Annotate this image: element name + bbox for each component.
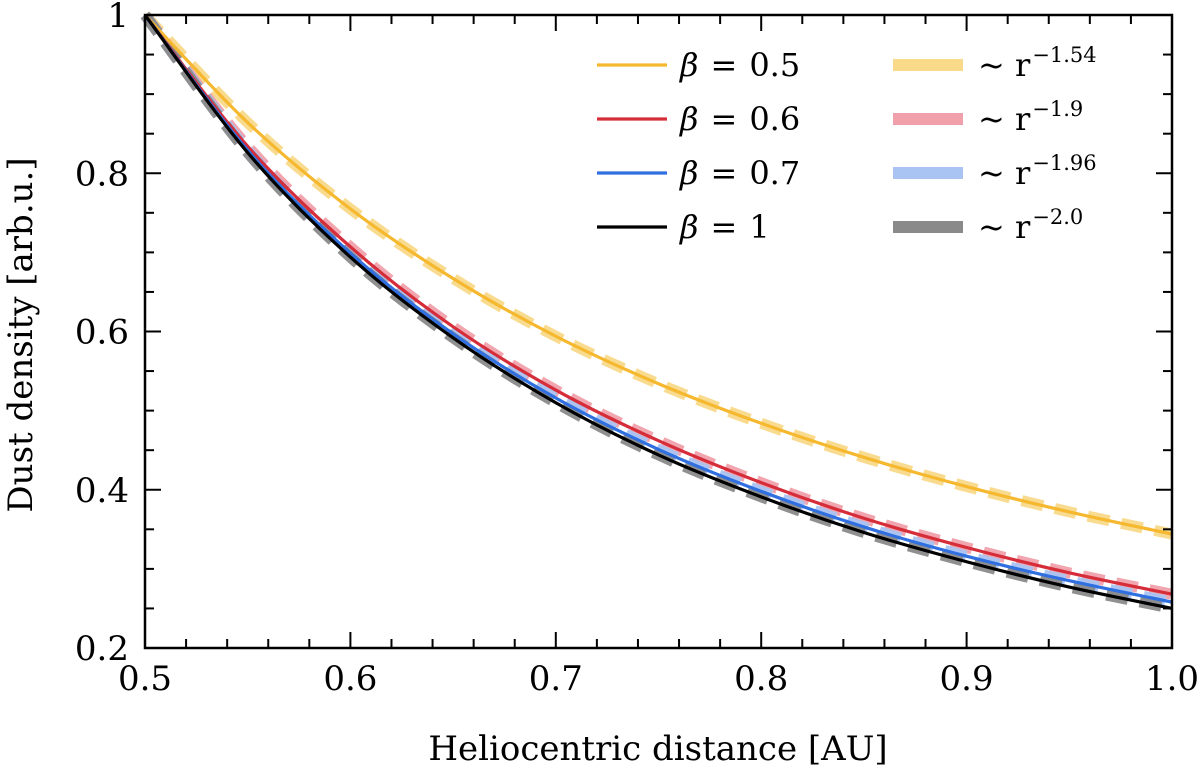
legend-item-4: ~ r−1.54 <box>893 43 1097 84</box>
series-line-0 <box>143 13 1173 536</box>
legend-item-3: β = 1 <box>597 208 770 246</box>
legend-label: ~ r−1.9 <box>978 97 1083 138</box>
x-tick-label: 0.6 <box>323 659 377 699</box>
y-tick-label: 0.2 <box>75 629 129 669</box>
legend-item-6: ~ r−1.96 <box>893 151 1097 192</box>
legend-label: β = 0.6 <box>679 100 800 138</box>
legend-label: ~ r−1.54 <box>978 43 1097 84</box>
legend-label: ~ r−1.96 <box>978 151 1097 192</box>
axes-layer: 0.5 0.6 0.7 0.8 0.9 1.0 0.2 0.4 0.6 0.8 1 <box>75 0 1199 699</box>
x-tick-label: 1.0 <box>1145 659 1199 699</box>
legend-item-2: β = 0.7 <box>597 154 800 192</box>
legend-item-5: ~ r−1.9 <box>893 97 1083 138</box>
legend-item-1: β = 0.6 <box>597 100 800 138</box>
legend: β = 0.5 β = 0.6 β = 0.7 β = 1 ~ r−1.54 ~ r−1.9 ~ r−1.9… <box>597 43 1097 246</box>
y-axis-title: Dust density [arb.u.] <box>1 157 41 512</box>
x-tick-label: 0.9 <box>940 659 994 699</box>
legend-label: β = 0.7 <box>679 154 800 192</box>
y-tick-label: 0.4 <box>75 471 129 511</box>
y-tick-label: 1 <box>107 0 129 36</box>
series-layer <box>140 11 1174 614</box>
x-tick-label: 0.5 <box>118 659 172 699</box>
series-line-1 <box>143 14 1173 596</box>
x-tick-label: 0.7 <box>529 659 583 699</box>
series-line-2 <box>143 14 1173 604</box>
legend-item-0: β = 0.5 <box>597 46 800 84</box>
legend-label: ~ r−2.0 <box>978 205 1083 246</box>
x-tick-label: 0.8 <box>734 659 788 699</box>
y-tick-label: 0.6 <box>75 313 129 353</box>
y-tick-label: 0.8 <box>75 154 129 194</box>
series-line-3 <box>143 14 1173 611</box>
legend-label: β = 1 <box>679 208 770 246</box>
legend-item-7: ~ r−2.0 <box>893 205 1083 246</box>
legend-label: β = 0.5 <box>679 46 800 84</box>
x-axis-title: Heliocentric distance [AU] <box>428 729 887 769</box>
